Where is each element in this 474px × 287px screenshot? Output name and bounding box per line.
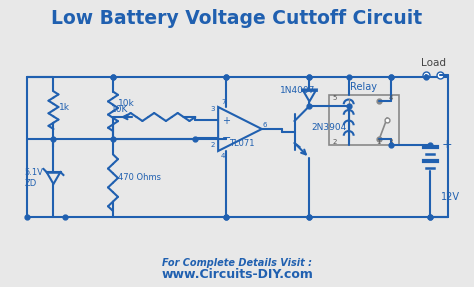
Text: 2N3904: 2N3904 <box>311 123 346 131</box>
Text: Relay: Relay <box>350 82 377 92</box>
Text: 10K: 10K <box>111 104 128 113</box>
Text: 3: 3 <box>389 139 393 145</box>
Text: +: + <box>441 137 452 150</box>
Text: 2: 2 <box>332 139 337 145</box>
Text: Low Battery Voltage Cuttoff Circuit: Low Battery Voltage Cuttoff Circuit <box>52 9 422 28</box>
Text: 7: 7 <box>221 99 226 105</box>
Bar <box>329 95 399 145</box>
Text: 1N4007: 1N4007 <box>280 86 315 95</box>
Text: 4: 4 <box>389 95 393 101</box>
Text: 10k: 10k <box>118 98 135 108</box>
Text: Load: Load <box>421 58 446 68</box>
Text: 3: 3 <box>210 106 215 112</box>
Text: 5: 5 <box>332 95 337 101</box>
Text: TL071: TL071 <box>229 139 255 148</box>
Text: www.Circuits-DIY.com: www.Circuits-DIY.com <box>161 267 313 280</box>
Text: 1: 1 <box>376 139 381 145</box>
Text: 12V: 12V <box>441 192 460 202</box>
Text: 470 Ohms: 470 Ohms <box>118 174 161 183</box>
Text: 6: 6 <box>263 122 267 128</box>
Polygon shape <box>218 107 262 151</box>
Text: 1k: 1k <box>59 104 71 113</box>
Text: 2: 2 <box>211 142 215 148</box>
Text: −: − <box>221 133 231 143</box>
Text: 4: 4 <box>221 153 226 159</box>
Text: 5.1V
ZD: 5.1V ZD <box>25 168 44 188</box>
Text: For Complete Details Visit :: For Complete Details Visit : <box>162 258 312 268</box>
Text: +: + <box>222 116 230 126</box>
